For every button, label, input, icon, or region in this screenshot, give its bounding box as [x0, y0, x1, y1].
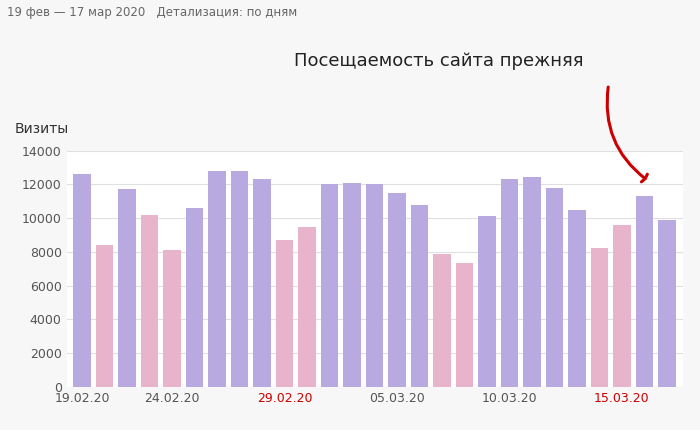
Bar: [433, 254, 451, 387]
Bar: [96, 245, 113, 387]
Bar: [389, 193, 406, 387]
Bar: [456, 263, 473, 387]
Text: 19 фев — 17 мар 2020   Детализация: по дням: 19 фев — 17 мар 2020 Детализация: по дня…: [7, 6, 298, 19]
Bar: [253, 179, 271, 387]
Bar: [568, 210, 586, 387]
Bar: [74, 174, 91, 387]
Bar: [298, 227, 316, 387]
Bar: [163, 250, 181, 387]
Bar: [478, 216, 496, 387]
Bar: [591, 248, 608, 387]
Text: Посещаемость сайта прежняя: Посещаемость сайта прежняя: [294, 52, 584, 70]
Bar: [186, 208, 204, 387]
Bar: [118, 189, 136, 387]
Bar: [276, 240, 293, 387]
Bar: [209, 171, 226, 387]
Bar: [411, 205, 428, 387]
Bar: [141, 215, 158, 387]
Bar: [343, 183, 360, 387]
Bar: [500, 179, 518, 387]
Bar: [321, 184, 338, 387]
Text: Визиты: Визиты: [14, 122, 69, 136]
Bar: [613, 225, 631, 387]
Bar: [545, 187, 563, 387]
Bar: [231, 171, 248, 387]
Bar: [658, 220, 676, 387]
Bar: [523, 177, 540, 387]
Bar: [636, 196, 653, 387]
Bar: [365, 184, 384, 387]
